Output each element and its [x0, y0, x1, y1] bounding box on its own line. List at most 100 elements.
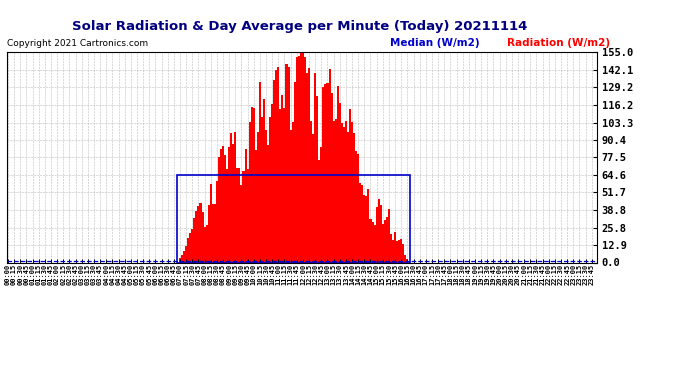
Bar [304, 57, 306, 262]
Bar [341, 123, 343, 262]
Bar [318, 160, 320, 262]
Bar [246, 169, 248, 262]
Bar [371, 222, 373, 262]
Bar [296, 57, 298, 262]
Bar [191, 230, 193, 262]
Bar [382, 224, 384, 262]
Bar [390, 234, 392, 262]
Bar [302, 53, 304, 262]
Bar [267, 145, 269, 262]
Bar [255, 150, 257, 262]
Bar [386, 217, 388, 262]
Bar [343, 126, 345, 262]
Bar [248, 122, 250, 262]
Bar [406, 259, 408, 262]
Bar [326, 84, 328, 262]
Bar [242, 171, 244, 262]
Bar [218, 157, 220, 262]
Bar [179, 258, 181, 262]
Bar [282, 95, 284, 262]
Bar [359, 183, 362, 262]
Text: Median (W/m2): Median (W/m2) [390, 38, 480, 48]
Bar [380, 206, 382, 262]
Bar [222, 146, 224, 262]
Bar [279, 109, 282, 262]
Bar [308, 68, 310, 262]
Bar [257, 132, 259, 262]
Bar [199, 203, 201, 262]
Bar [312, 134, 314, 262]
Bar [377, 199, 380, 262]
Bar [396, 240, 398, 262]
Bar [353, 133, 355, 262]
Bar [185, 246, 187, 262]
Bar [349, 108, 351, 262]
Bar [228, 147, 230, 262]
Bar [310, 121, 312, 262]
Bar [324, 84, 326, 262]
Bar [328, 69, 331, 262]
Bar [210, 184, 212, 262]
Bar [392, 240, 394, 262]
Bar [347, 132, 349, 262]
Bar [362, 184, 364, 262]
Bar [288, 67, 290, 262]
Bar [339, 103, 341, 262]
Bar [183, 251, 185, 262]
Bar [375, 207, 377, 262]
Bar [290, 130, 292, 262]
Bar [404, 255, 406, 262]
Bar [331, 93, 333, 262]
Bar [335, 119, 337, 262]
Bar [230, 133, 233, 262]
Bar [250, 107, 253, 262]
Bar [181, 255, 183, 262]
Bar [355, 151, 357, 262]
Bar [212, 204, 214, 262]
Bar [314, 73, 316, 262]
Bar [292, 122, 294, 262]
Bar [220, 149, 222, 262]
Bar [214, 204, 216, 262]
Bar [364, 195, 366, 262]
Bar [357, 154, 359, 262]
Bar [298, 56, 300, 262]
Bar [398, 240, 400, 262]
Bar [236, 168, 238, 262]
Bar [369, 219, 371, 262]
Bar [316, 96, 318, 262]
Bar [187, 238, 189, 262]
Bar [294, 82, 296, 262]
Bar [337, 86, 339, 262]
Text: Solar Radiation & Day Average per Minute (Today) 20211114: Solar Radiation & Day Average per Minute… [72, 20, 528, 33]
Bar [306, 74, 308, 262]
Bar [253, 108, 255, 262]
Bar [400, 238, 402, 262]
Bar [273, 80, 275, 262]
Bar [195, 211, 197, 262]
Bar [193, 218, 195, 262]
Bar [233, 144, 235, 262]
Bar [300, 53, 302, 262]
Bar [240, 185, 242, 262]
Bar [345, 121, 347, 262]
Bar [238, 168, 240, 262]
Bar [189, 233, 191, 262]
Bar [366, 196, 367, 262]
Bar [394, 232, 396, 262]
Bar [259, 82, 261, 262]
Bar [216, 182, 218, 262]
Bar [197, 206, 199, 262]
Bar [367, 189, 369, 262]
Bar [402, 244, 404, 262]
Bar [269, 117, 271, 262]
Bar [384, 220, 386, 262]
Bar [204, 227, 206, 262]
Bar [275, 70, 277, 262]
Bar [177, 175, 411, 262]
Bar [351, 122, 353, 262]
Bar [388, 209, 390, 262]
Text: Copyright 2021 Cartronics.com: Copyright 2021 Cartronics.com [7, 39, 148, 48]
Bar [208, 205, 210, 262]
Bar [244, 149, 246, 262]
